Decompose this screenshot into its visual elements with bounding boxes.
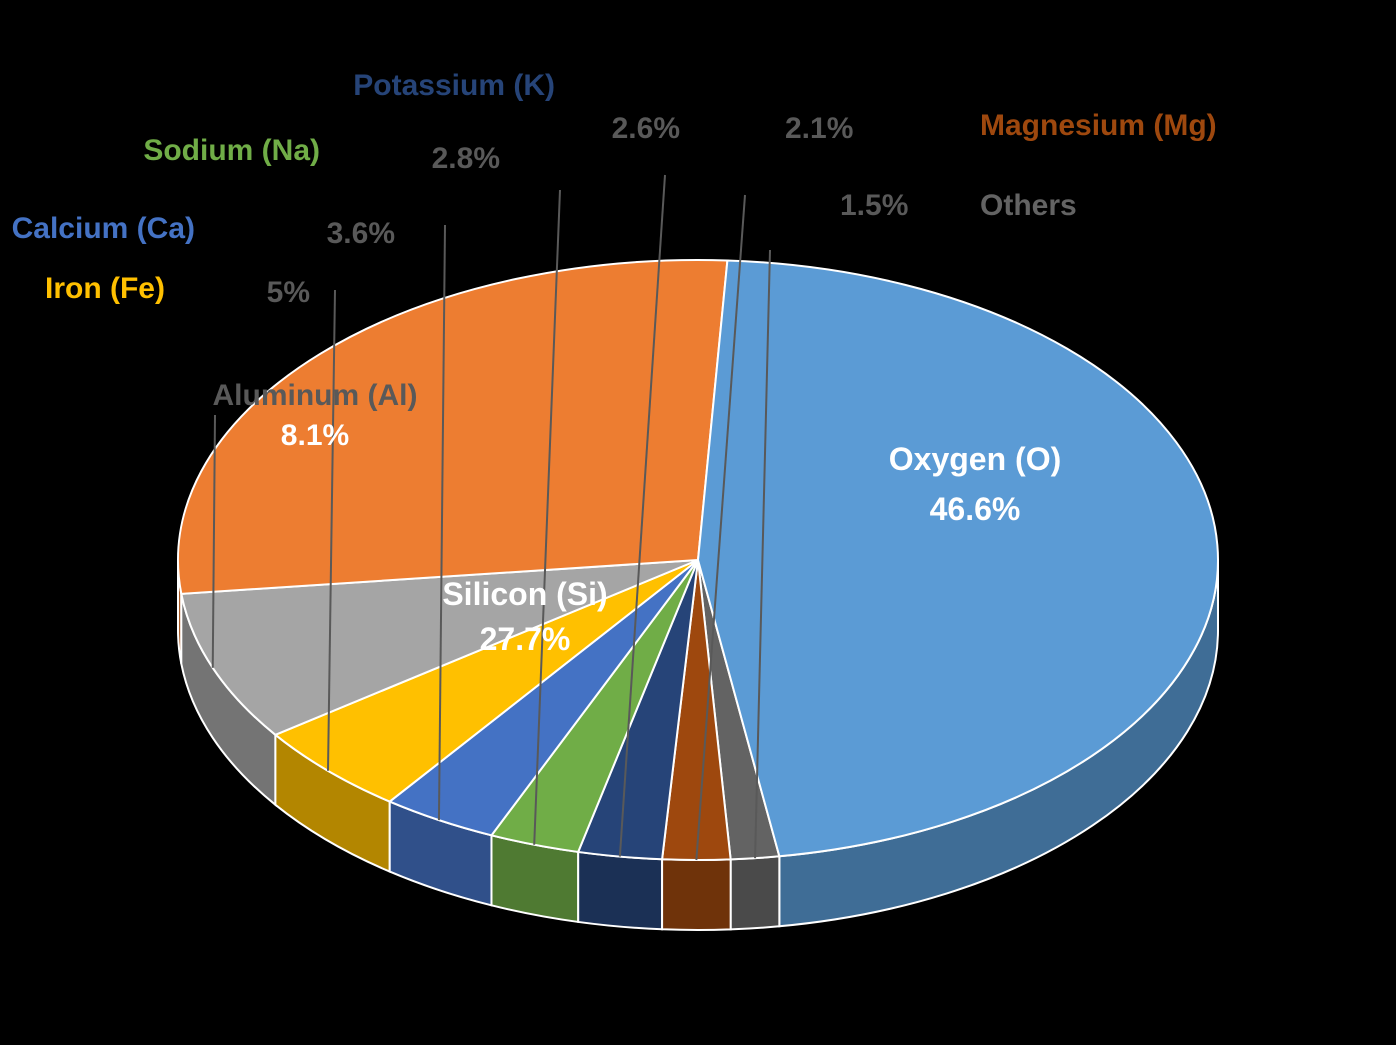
pie-side-magnesium: [662, 859, 731, 930]
pie-side-potassium: [578, 852, 662, 929]
label-name-magnesium: Magnesium (Mg): [980, 109, 1217, 142]
label-name-silicon: Silicon (Si): [442, 576, 607, 612]
label-name-calcium: Calcium (Ca): [12, 212, 195, 245]
label-name-others: Others: [980, 189, 1077, 222]
label-pct-sodium: 2.8%: [432, 142, 500, 175]
label-name-aluminum: Aluminum (Al): [213, 379, 418, 412]
label-pct-magnesium: 2.1%: [785, 112, 853, 145]
label-name-oxygen: Oxygen (O): [889, 441, 1061, 477]
pie-slice-silicon: [178, 260, 727, 594]
pie-chart-3d: Others 1.5% Magnesium (Mg) 2.1% Potassium (K…: [0, 0, 1396, 1045]
label-pct-calcium: 3.6%: [327, 217, 395, 250]
label-pct-aluminum: 8.1%: [281, 419, 349, 452]
label-name-iron: Iron (Fe): [45, 272, 165, 305]
label-pct-potassium: 2.6%: [612, 112, 680, 145]
label-pct-others: 1.5%: [840, 189, 908, 222]
label-pct-oxygen: 46.6%: [930, 491, 1021, 527]
label-name-potassium: Potassium (K): [353, 69, 555, 102]
label-name-sodium: Sodium (Na): [143, 134, 320, 167]
label-pct-iron: 5%: [267, 276, 310, 309]
label-pct-silicon: 27.7%: [480, 621, 571, 657]
pie-side-others: [731, 856, 780, 929]
